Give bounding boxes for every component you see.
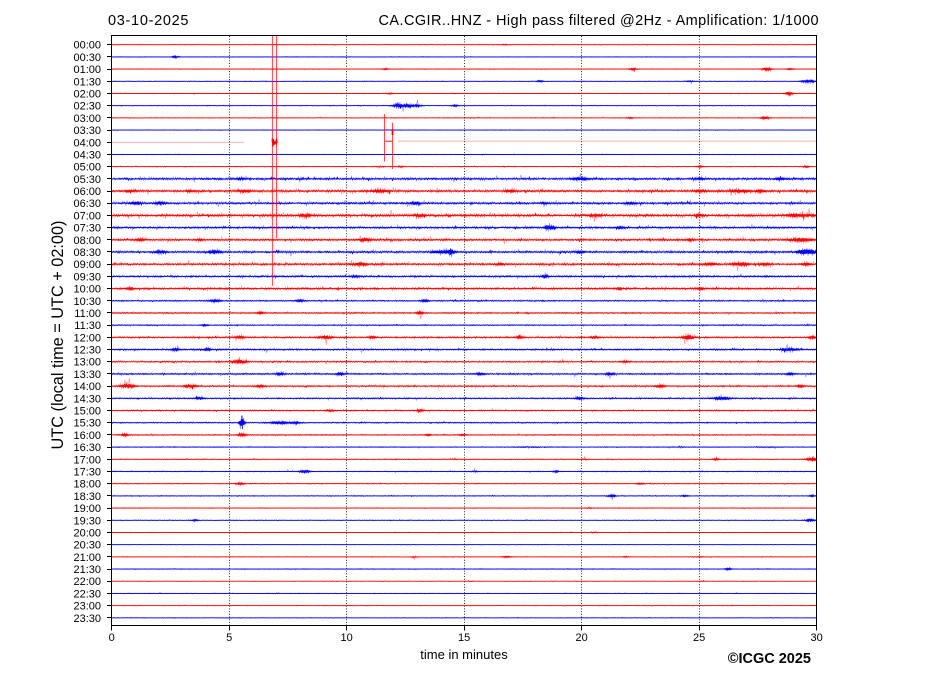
svg-text:22:00: 22:00 [73,576,101,588]
svg-text:21:30: 21:30 [73,564,101,576]
svg-text:05:00: 05:00 [73,162,101,174]
svg-text:20: 20 [576,632,588,644]
svg-text:10: 10 [341,632,353,644]
svg-text:10:30: 10:30 [73,296,101,308]
svg-text:CA.CGIR..HNZ - High pass filte: CA.CGIR..HNZ - High pass filtered @2Hz -… [379,13,819,29]
svg-text:03:00: 03:00 [73,113,101,125]
svg-text:0: 0 [109,632,115,644]
svg-text:07:00: 07:00 [73,210,101,222]
svg-text:01:00: 01:00 [73,64,101,76]
svg-text:12:30: 12:30 [73,345,101,357]
svg-text:06:00: 06:00 [73,186,101,198]
svg-text:21:00: 21:00 [73,552,101,564]
svg-text:23:00: 23:00 [73,601,101,613]
svg-text:14:00: 14:00 [73,381,101,393]
svg-text:15: 15 [458,632,470,644]
svg-text:03-10-2025: 03-10-2025 [108,13,189,29]
svg-text:19:30: 19:30 [73,515,101,527]
svg-text:07:30: 07:30 [73,223,101,235]
svg-text:12:00: 12:00 [73,332,101,344]
svg-text:11:00: 11:00 [74,308,101,320]
svg-text:02:00: 02:00 [73,88,101,100]
svg-text:©ICGC 2025: ©ICGC 2025 [728,651,811,667]
svg-text:18:30: 18:30 [73,491,101,503]
svg-text:15:30: 15:30 [73,418,101,430]
svg-text:17:30: 17:30 [73,466,101,478]
svg-text:06:30: 06:30 [73,198,101,210]
svg-text:01:30: 01:30 [73,76,101,88]
svg-text:09:00: 09:00 [73,259,101,271]
svg-text:05:30: 05:30 [73,174,101,186]
svg-text:10:00: 10:00 [73,284,101,296]
svg-text:00:00: 00:00 [73,40,101,52]
svg-text:13:30: 13:30 [73,369,101,381]
svg-text:17:00: 17:00 [73,454,101,466]
svg-text:04:00: 04:00 [73,137,101,149]
svg-text:20:00: 20:00 [73,527,101,539]
svg-text:25: 25 [693,632,705,644]
svg-text:15:00: 15:00 [73,406,101,418]
svg-text:20:30: 20:30 [73,540,101,552]
svg-text:16:30: 16:30 [73,442,101,454]
svg-text:08:30: 08:30 [73,247,101,259]
svg-text:23:30: 23:30 [73,613,101,625]
svg-text:19:00: 19:00 [73,503,101,515]
svg-text:13:00: 13:00 [73,357,101,369]
svg-text:30: 30 [810,632,822,644]
svg-text:14:30: 14:30 [73,393,101,405]
svg-text:02:30: 02:30 [73,101,101,113]
svg-text:18:00: 18:00 [73,479,101,491]
svg-text:time in minutes: time in minutes [420,647,508,662]
svg-text:08:00: 08:00 [73,235,101,247]
svg-text:22:30: 22:30 [73,588,101,600]
svg-text:03:30: 03:30 [73,125,101,137]
svg-text:11:30: 11:30 [74,320,101,332]
svg-text:5: 5 [226,632,232,644]
svg-text:UTC (local time = UTC + 02:00): UTC (local time = UTC + 02:00) [49,221,67,450]
svg-text:09:30: 09:30 [73,271,101,283]
svg-text:16:00: 16:00 [73,430,101,442]
svg-text:00:30: 00:30 [73,52,101,64]
svg-text:04:30: 04:30 [73,149,101,161]
